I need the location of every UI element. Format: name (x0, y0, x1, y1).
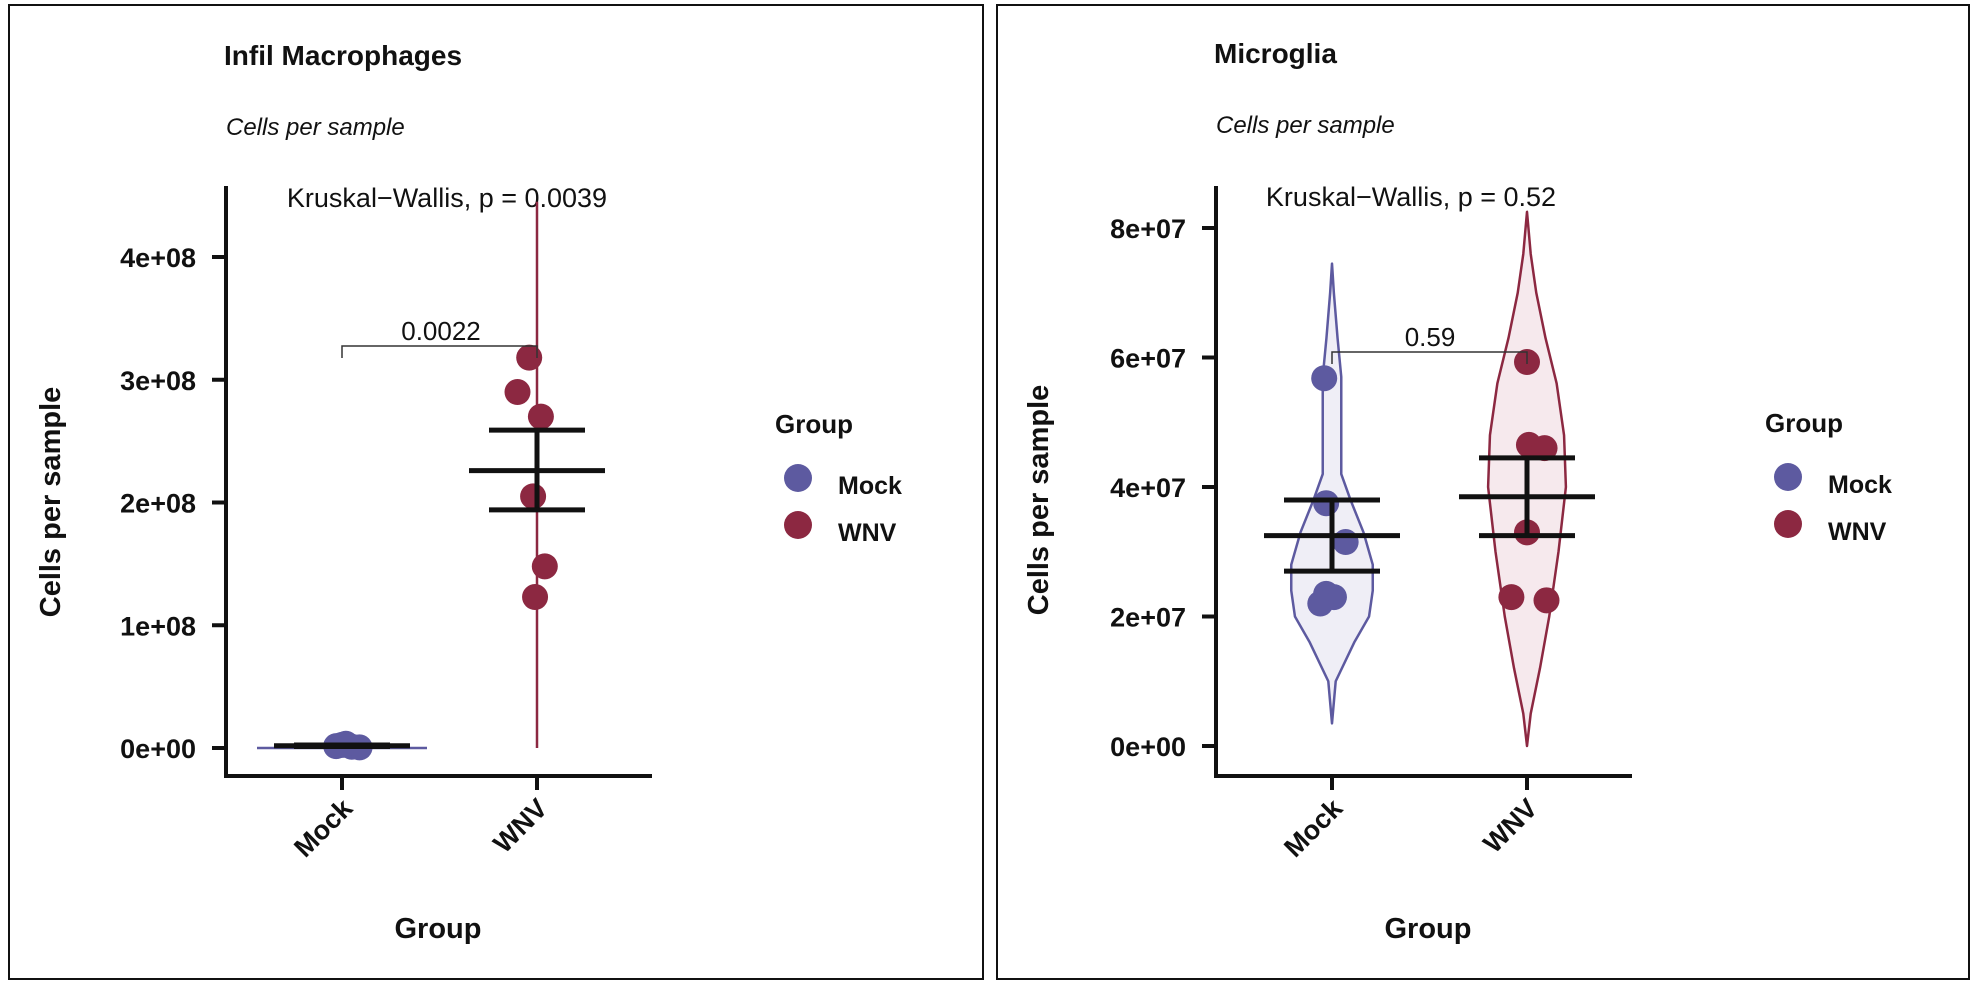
data-point-wnv (522, 584, 549, 611)
y-tick-label: 1e+08 (120, 611, 196, 641)
chart-panel-microglia: Microglia Cells per sample Kruskal−Walli… (996, 4, 1970, 980)
chart-subtitle: Cells per sample (1216, 112, 1395, 139)
chart-title: Infil Macrophages (224, 40, 462, 71)
data-point-mock (1311, 365, 1338, 392)
legend-key-mock (1774, 463, 1802, 491)
pairwise-p-label: 0.59 (1405, 322, 1456, 352)
y-axis-title: Cells per sample (1023, 385, 1055, 616)
y-tick-label: 0e+00 (120, 734, 196, 764)
y-axis-title: Cells per sample (35, 387, 67, 618)
chart-marks: 0e+00 1e+08 2e+08 3e+08 4e+08 Mock WNV 0.0022 (120, 186, 812, 863)
y-tick-label: 2e+07 (1110, 603, 1186, 633)
kruskal-wallis-label: Kruskal−Wallis, p = 0.0039 (287, 183, 607, 213)
x-tick-label: Mock (1278, 792, 1349, 863)
y-tick-label: 4e+07 (1110, 473, 1186, 503)
legend-key-wnv (1774, 510, 1802, 538)
x-tick-label: WNV (1477, 793, 1543, 859)
chart-panel-infil-macrophages: Infil Macrophages Cells per sample Krusk… (8, 4, 984, 980)
data-point-wnv (1531, 435, 1558, 462)
x-axis-title: Group (395, 913, 482, 945)
legend-key-wnv (784, 511, 812, 539)
data-point-wnv (531, 553, 558, 580)
chart-subtitle: Cells per sample (226, 114, 405, 141)
y-tick-label: 2e+08 (120, 489, 196, 519)
data-point-mock (1313, 490, 1340, 517)
x-tick-label: WNV (487, 793, 553, 859)
legend-label-mock: Mock (838, 472, 902, 500)
kruskal-wallis-label: Kruskal−Wallis, p = 0.52 (1266, 182, 1556, 212)
legend-label-wnv: WNV (1828, 518, 1887, 546)
chart-svg-infil-macrophages: Infil Macrophages Cells per sample Krusk… (35, 40, 902, 945)
data-point-wnv (1533, 587, 1560, 614)
data-point-wnv (1498, 584, 1525, 611)
data-point-wnv (527, 403, 554, 430)
legend-title: Group (1765, 408, 1843, 438)
y-tick-label: 4e+08 (120, 243, 196, 273)
chart-marks: 0e+00 2e+07 4e+07 6e+07 8e+07 Mock WNV 0.59 (1110, 186, 1802, 863)
data-point-mock (1332, 529, 1359, 556)
data-point-wnv (504, 379, 531, 406)
y-tick-label: 3e+08 (120, 366, 196, 396)
y-tick-label: 6e+07 (1110, 344, 1186, 374)
legend-label-mock: Mock (1828, 471, 1892, 499)
legend-title: Group (775, 409, 853, 439)
pairwise-p-label: 0.0022 (401, 316, 481, 346)
chart-title: Microglia (1214, 38, 1337, 69)
chart-svg-microglia: Microglia Cells per sample Kruskal−Walli… (1023, 38, 1892, 945)
legend-label-wnv: WNV (838, 519, 897, 547)
data-point-mock (1307, 590, 1334, 617)
x-axis-title: Group (1385, 913, 1472, 945)
y-tick-label: 0e+00 (1110, 732, 1186, 762)
comparison-bracket (1331, 351, 1528, 364)
y-tick-label: 8e+07 (1110, 214, 1186, 244)
data-point-wnv (516, 344, 543, 371)
legend-key-mock (784, 464, 812, 492)
data-point-wnv (520, 483, 547, 510)
x-tick-label: Mock (288, 792, 359, 863)
comparison-bracket (341, 345, 538, 358)
